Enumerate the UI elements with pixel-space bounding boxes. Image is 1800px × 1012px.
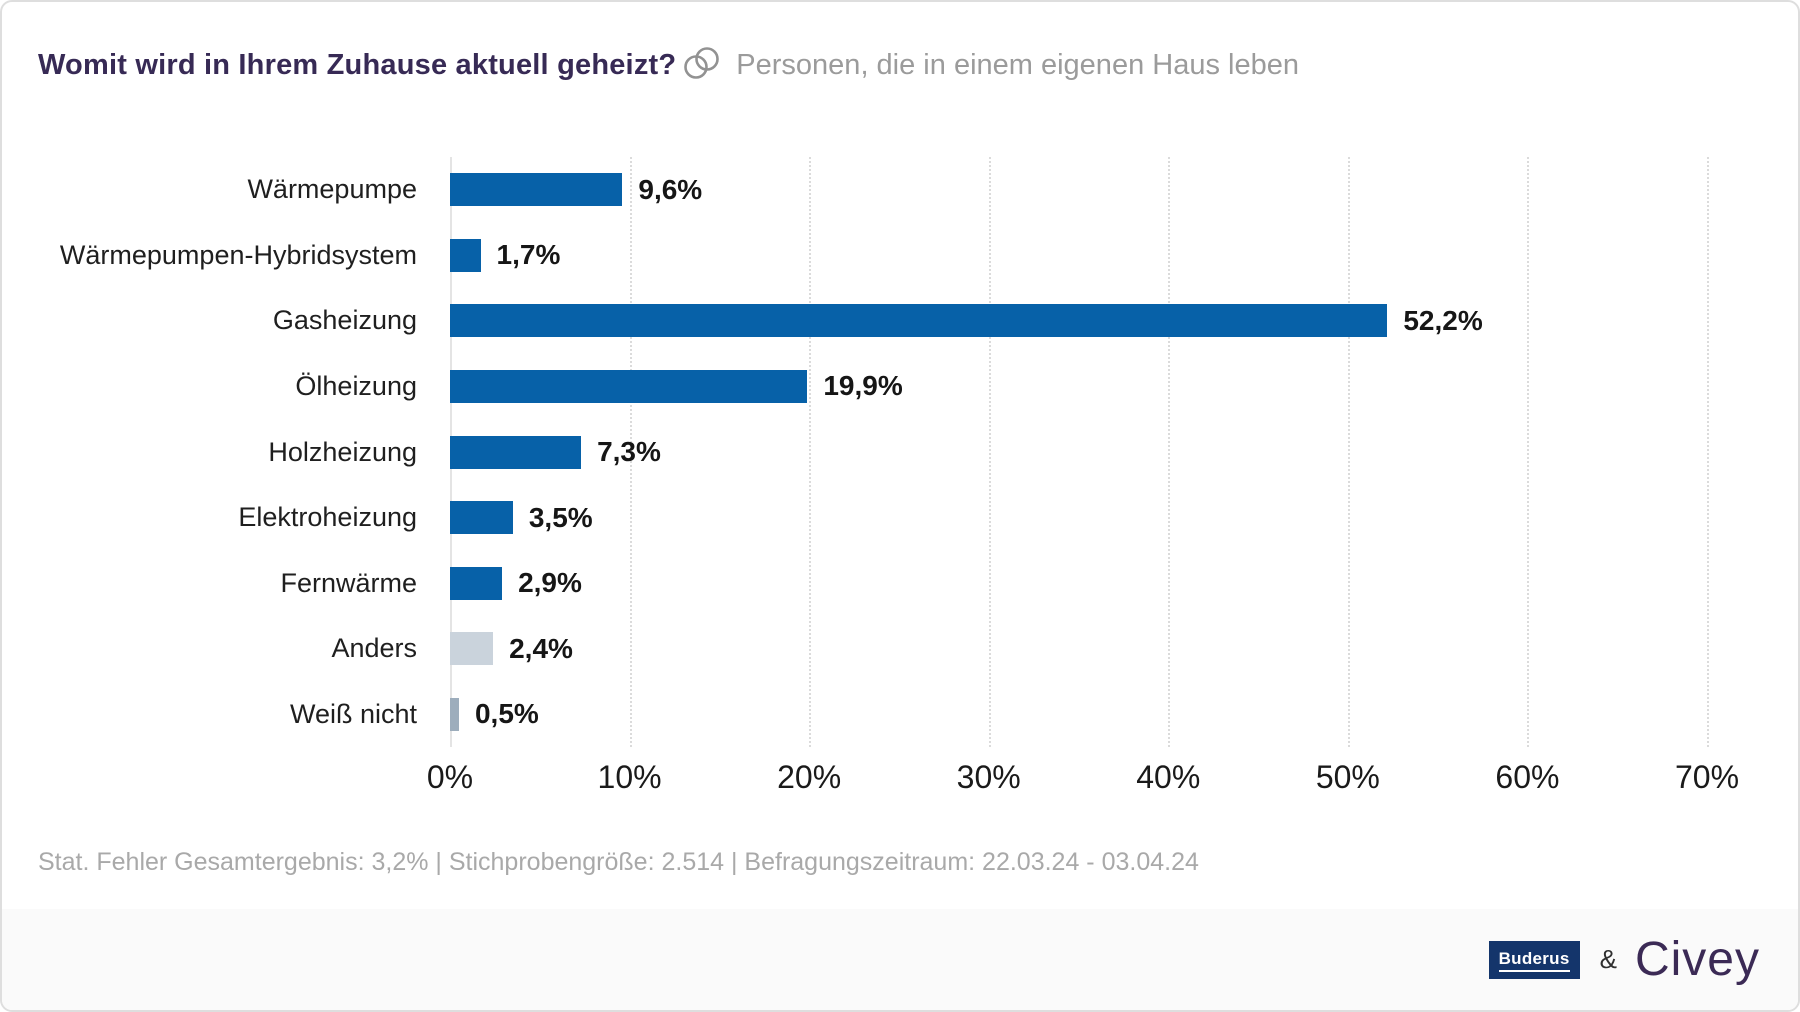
bar-row: Ölheizung 19,9% (2, 354, 1798, 420)
gridline (988, 157, 991, 747)
category-label: Wärmepumpen-Hybridsystem (59, 239, 417, 270)
chart-header: Womit wird in Ihrem Zuhause aktuell gehe… (38, 44, 1299, 87)
bottom-bar: Buderus & Civey (2, 909, 1798, 1010)
bar-row: Wärmepumpen-Hybridsystem 1,7% (2, 223, 1798, 289)
category-label: Wärmepumpe (247, 174, 417, 205)
audience-group-icon (680, 44, 722, 87)
category-label: Weiß nicht (289, 698, 417, 729)
bar-row: Elektroheizung 3,5% (2, 485, 1798, 551)
value-label: 9,6% (638, 173, 703, 205)
bar (450, 304, 1388, 338)
axis-tick-label: 0% (426, 759, 474, 795)
category-label: Gasheizung (272, 305, 417, 336)
audience-label: Personen, die in einem eigenen Haus lebe… (736, 49, 1299, 81)
bar-row: Holzheizung 7,3% (2, 419, 1798, 485)
category-label: Ölheizung (295, 370, 417, 401)
buderus-logo-text: Buderus (1498, 949, 1570, 972)
value-label: 1,7% (496, 239, 561, 271)
category-label: Elektroheizung (238, 502, 417, 533)
value-label: 3,5% (528, 501, 593, 533)
gridline (1347, 157, 1350, 747)
bar (450, 697, 459, 731)
page-title: Womit wird in Ihrem Zuhause aktuell gehe… (38, 49, 677, 81)
bar-chart: Wärmepumpe 9,6% Wärmepumpen-Hybridsystem 1,… (2, 157, 1798, 748)
value-label: 0,5% (474, 698, 539, 730)
axis-tick-label: 50% (1315, 759, 1380, 795)
bar-row: Fernwärme 2,9% (2, 550, 1798, 616)
bar-row: Weiß nicht 0,5% (2, 682, 1798, 748)
axis-tick-label: 70% (1674, 759, 1740, 795)
bar (450, 632, 494, 666)
category-label: Fernwärme (280, 567, 417, 598)
bar (450, 501, 513, 535)
bar-row: Gasheizung 52,2% (2, 288, 1798, 354)
bar (450, 238, 481, 272)
gridline (809, 157, 812, 747)
gridline (629, 157, 632, 747)
bar-rows: Wärmepumpe 9,6% Wärmepumpen-Hybridsystem 1,… (2, 157, 1798, 748)
x-axis: 0% 10% 20% 30% 40% 50% 60% 70% (427, 759, 1739, 799)
value-label: 2,9% (518, 567, 582, 599)
ampersand-label: & (1599, 944, 1617, 974)
bar (450, 566, 503, 600)
gridline (1168, 157, 1171, 747)
bar (450, 435, 582, 469)
value-label: 2,4% (509, 632, 573, 664)
bar-row: Wärmepumpe 9,6% (2, 157, 1798, 223)
bar-row: Anders 2,4% (2, 616, 1798, 682)
value-label: 52,2% (1403, 304, 1483, 336)
axis-tick-label: 30% (956, 759, 1021, 795)
bar (450, 369, 808, 403)
category-label: Anders (331, 633, 417, 664)
civey-logo: Civey (1634, 933, 1760, 986)
gridline (1707, 157, 1709, 747)
axis-tick-label: 10% (597, 759, 662, 795)
gridline (1527, 157, 1530, 747)
axis-tick-label: 40% (1136, 759, 1201, 795)
buderus-logo: Buderus (1488, 940, 1580, 979)
bar (450, 173, 623, 207)
axis-tick-label: 20% (777, 759, 842, 795)
footnote: Stat. Fehler Gesamtergebnis: 3,2% | Stic… (38, 848, 1199, 876)
axis-tick-label: 60% (1495, 759, 1560, 795)
category-label: Holzheizung (268, 436, 417, 467)
value-label: 7,3% (597, 436, 661, 468)
value-label: 19,9% (823, 370, 903, 402)
